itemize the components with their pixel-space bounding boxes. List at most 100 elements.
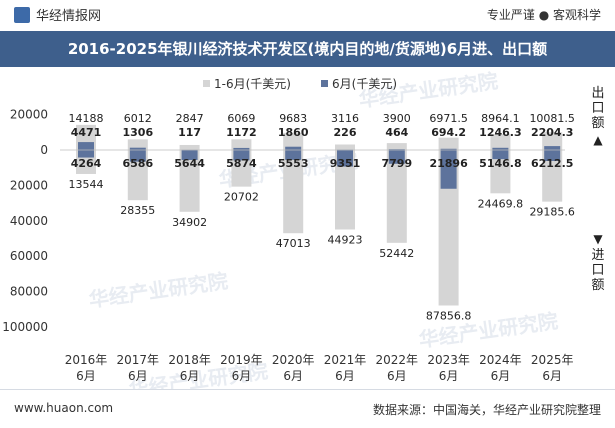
bar-month-export [285, 146, 302, 150]
x-tick-label: 2019年 [220, 353, 263, 367]
data-label-month-import: 7799 [381, 157, 412, 170]
side-label-import-char: 额 [591, 278, 604, 293]
chart-title: 2016-2025年银川经济技术开发区(境内目的地/货源地)6月进、出口额 [67, 40, 548, 58]
side-label-import-char: 进 [591, 248, 604, 263]
x-tick-label: 2018年 [168, 353, 211, 367]
bar-month-import [181, 150, 198, 160]
data-label-month-import: 6586 [122, 157, 153, 170]
data-label-ytd-import: 44923 [328, 234, 363, 247]
bar-month-import [78, 150, 94, 158]
data-label-ytd-import: 52442 [379, 247, 414, 260]
arrow-up-icon: ▲ [593, 133, 603, 147]
x-tick-label: 6月 [76, 369, 96, 383]
x-tick-label: 6月 [283, 369, 303, 383]
footer: www.huaon.com 数据来源：中国海关，华经产业研究院整理 [0, 389, 615, 428]
data-label-month-import: 5553 [278, 157, 309, 170]
arrow-down-icon: ▼ [593, 232, 603, 246]
bar-ytd-export [386, 143, 407, 150]
data-label-month-import: 5874 [226, 157, 257, 170]
data-label-month-export: 1246.3 [479, 126, 521, 139]
x-tick-label: 2017年 [117, 353, 160, 367]
bar-month-import [129, 150, 146, 162]
data-label-month-export: 694.2 [431, 126, 466, 139]
bar-ytd-import [179, 150, 200, 212]
brand[interactable]: 华经情报网 [14, 5, 101, 24]
data-label-ytd-import: 34902 [172, 216, 207, 229]
x-tick-label: 6月 [439, 369, 459, 383]
x-tick-label: 2023年 [427, 353, 470, 367]
bar-month-import [544, 150, 561, 161]
data-label-ytd-import: 24469.8 [478, 197, 524, 210]
tagline: 专业严谨 ● 客观科学 [486, 8, 601, 22]
x-tick-label: 6月 [491, 369, 511, 383]
bar-ytd-export [127, 139, 148, 150]
legend-label-ytd: 1-6月(千美元) [214, 77, 291, 91]
bar-ytd-export [542, 132, 563, 150]
data-label-month-export: 117 [178, 126, 201, 139]
y-tick-label: 20000 [10, 108, 48, 122]
data-label-month-import: 9351 [330, 157, 361, 170]
data-label-ytd-export: 9683 [279, 112, 307, 125]
x-tick-label: 2025年 [531, 353, 574, 367]
x-tick-label: 6月 [387, 369, 407, 383]
legend-swatch-month [321, 80, 328, 87]
bar-ytd-export [490, 134, 511, 150]
bar-ytd-import [127, 150, 148, 201]
watermark-text: 华经产业研究院 [87, 269, 229, 312]
data-label-month-import: 6212.5 [531, 157, 573, 170]
y-tick-label: 60000 [10, 249, 48, 263]
data-label-month-export: 2204.3 [531, 126, 573, 139]
x-tick-label: 2022年 [376, 353, 419, 367]
bar-month-export [129, 147, 146, 150]
data-label-ytd-import: 28355 [120, 204, 155, 217]
bar-ytd-import [386, 150, 407, 243]
data-label-month-export: 1172 [226, 126, 257, 139]
data-label-month-import: 5146.8 [479, 157, 521, 170]
bar-month-export [78, 142, 94, 150]
bar-ytd-import [335, 150, 355, 230]
bar-month-export [388, 149, 405, 150]
x-tick-label: 2020年 [272, 353, 315, 367]
side-label-export-char: 出 [591, 86, 604, 101]
data-label-month-export: 4471 [71, 126, 102, 139]
data-label-ytd-export: 3900 [383, 112, 411, 125]
bar-ytd-export [335, 144, 355, 150]
data-label-ytd-import: 20702 [224, 191, 259, 204]
brand-name: 华经情报网 [36, 9, 102, 24]
y-tick-label: 80000 [10, 285, 48, 299]
data-label-ytd-export: 8964.1 [481, 112, 520, 125]
bar-ytd-import [490, 150, 511, 194]
bar-month-import [337, 150, 353, 167]
x-tick-label: 6月 [335, 369, 355, 383]
data-label-month-import: 4264 [71, 157, 102, 170]
data-label-ytd-export: 6069 [227, 112, 255, 125]
data-label-ytd-import: 47013 [276, 237, 311, 250]
data-label-ytd-import: 13544 [69, 178, 104, 191]
y-tick-label: 40000 [10, 214, 48, 228]
x-tick-label: 6月 [232, 369, 252, 383]
side-label-export-char: 口 [591, 101, 604, 116]
bar-ytd-export [438, 137, 459, 150]
bar-month-export [544, 146, 561, 150]
data-label-ytd-export: 6012 [124, 112, 152, 125]
data-label-month-export: 464 [385, 126, 408, 139]
x-tick-label: 6月 [542, 369, 562, 383]
bar-month-import [492, 150, 509, 160]
y-tick-label: 100000 [2, 320, 48, 334]
data-label-ytd-export: 3116 [331, 112, 359, 125]
top-bar: 华经情报网 专业严谨 ● 客观科学 [0, 0, 615, 28]
bar-ytd-import [283, 150, 304, 234]
bar-ytd-export [231, 139, 252, 150]
bar-ytd-export [179, 144, 200, 150]
y-tick-label: 0 [40, 143, 48, 157]
y-tick-label: 20000 [10, 178, 48, 192]
data-label-ytd-export: 10081.5 [529, 112, 575, 125]
footer-url[interactable]: www.huaon.com [14, 401, 114, 415]
data-label-month-import: 5644 [174, 157, 205, 170]
side-label-import-char: 口 [591, 263, 604, 278]
legend: 1-6月(千美元) 6月(千美元) [203, 77, 397, 91]
x-tick-label: 6月 [128, 369, 148, 383]
bar-month-import [440, 150, 457, 189]
bar-ytd-import [542, 150, 563, 202]
data-label-month-export: 226 [334, 126, 357, 139]
